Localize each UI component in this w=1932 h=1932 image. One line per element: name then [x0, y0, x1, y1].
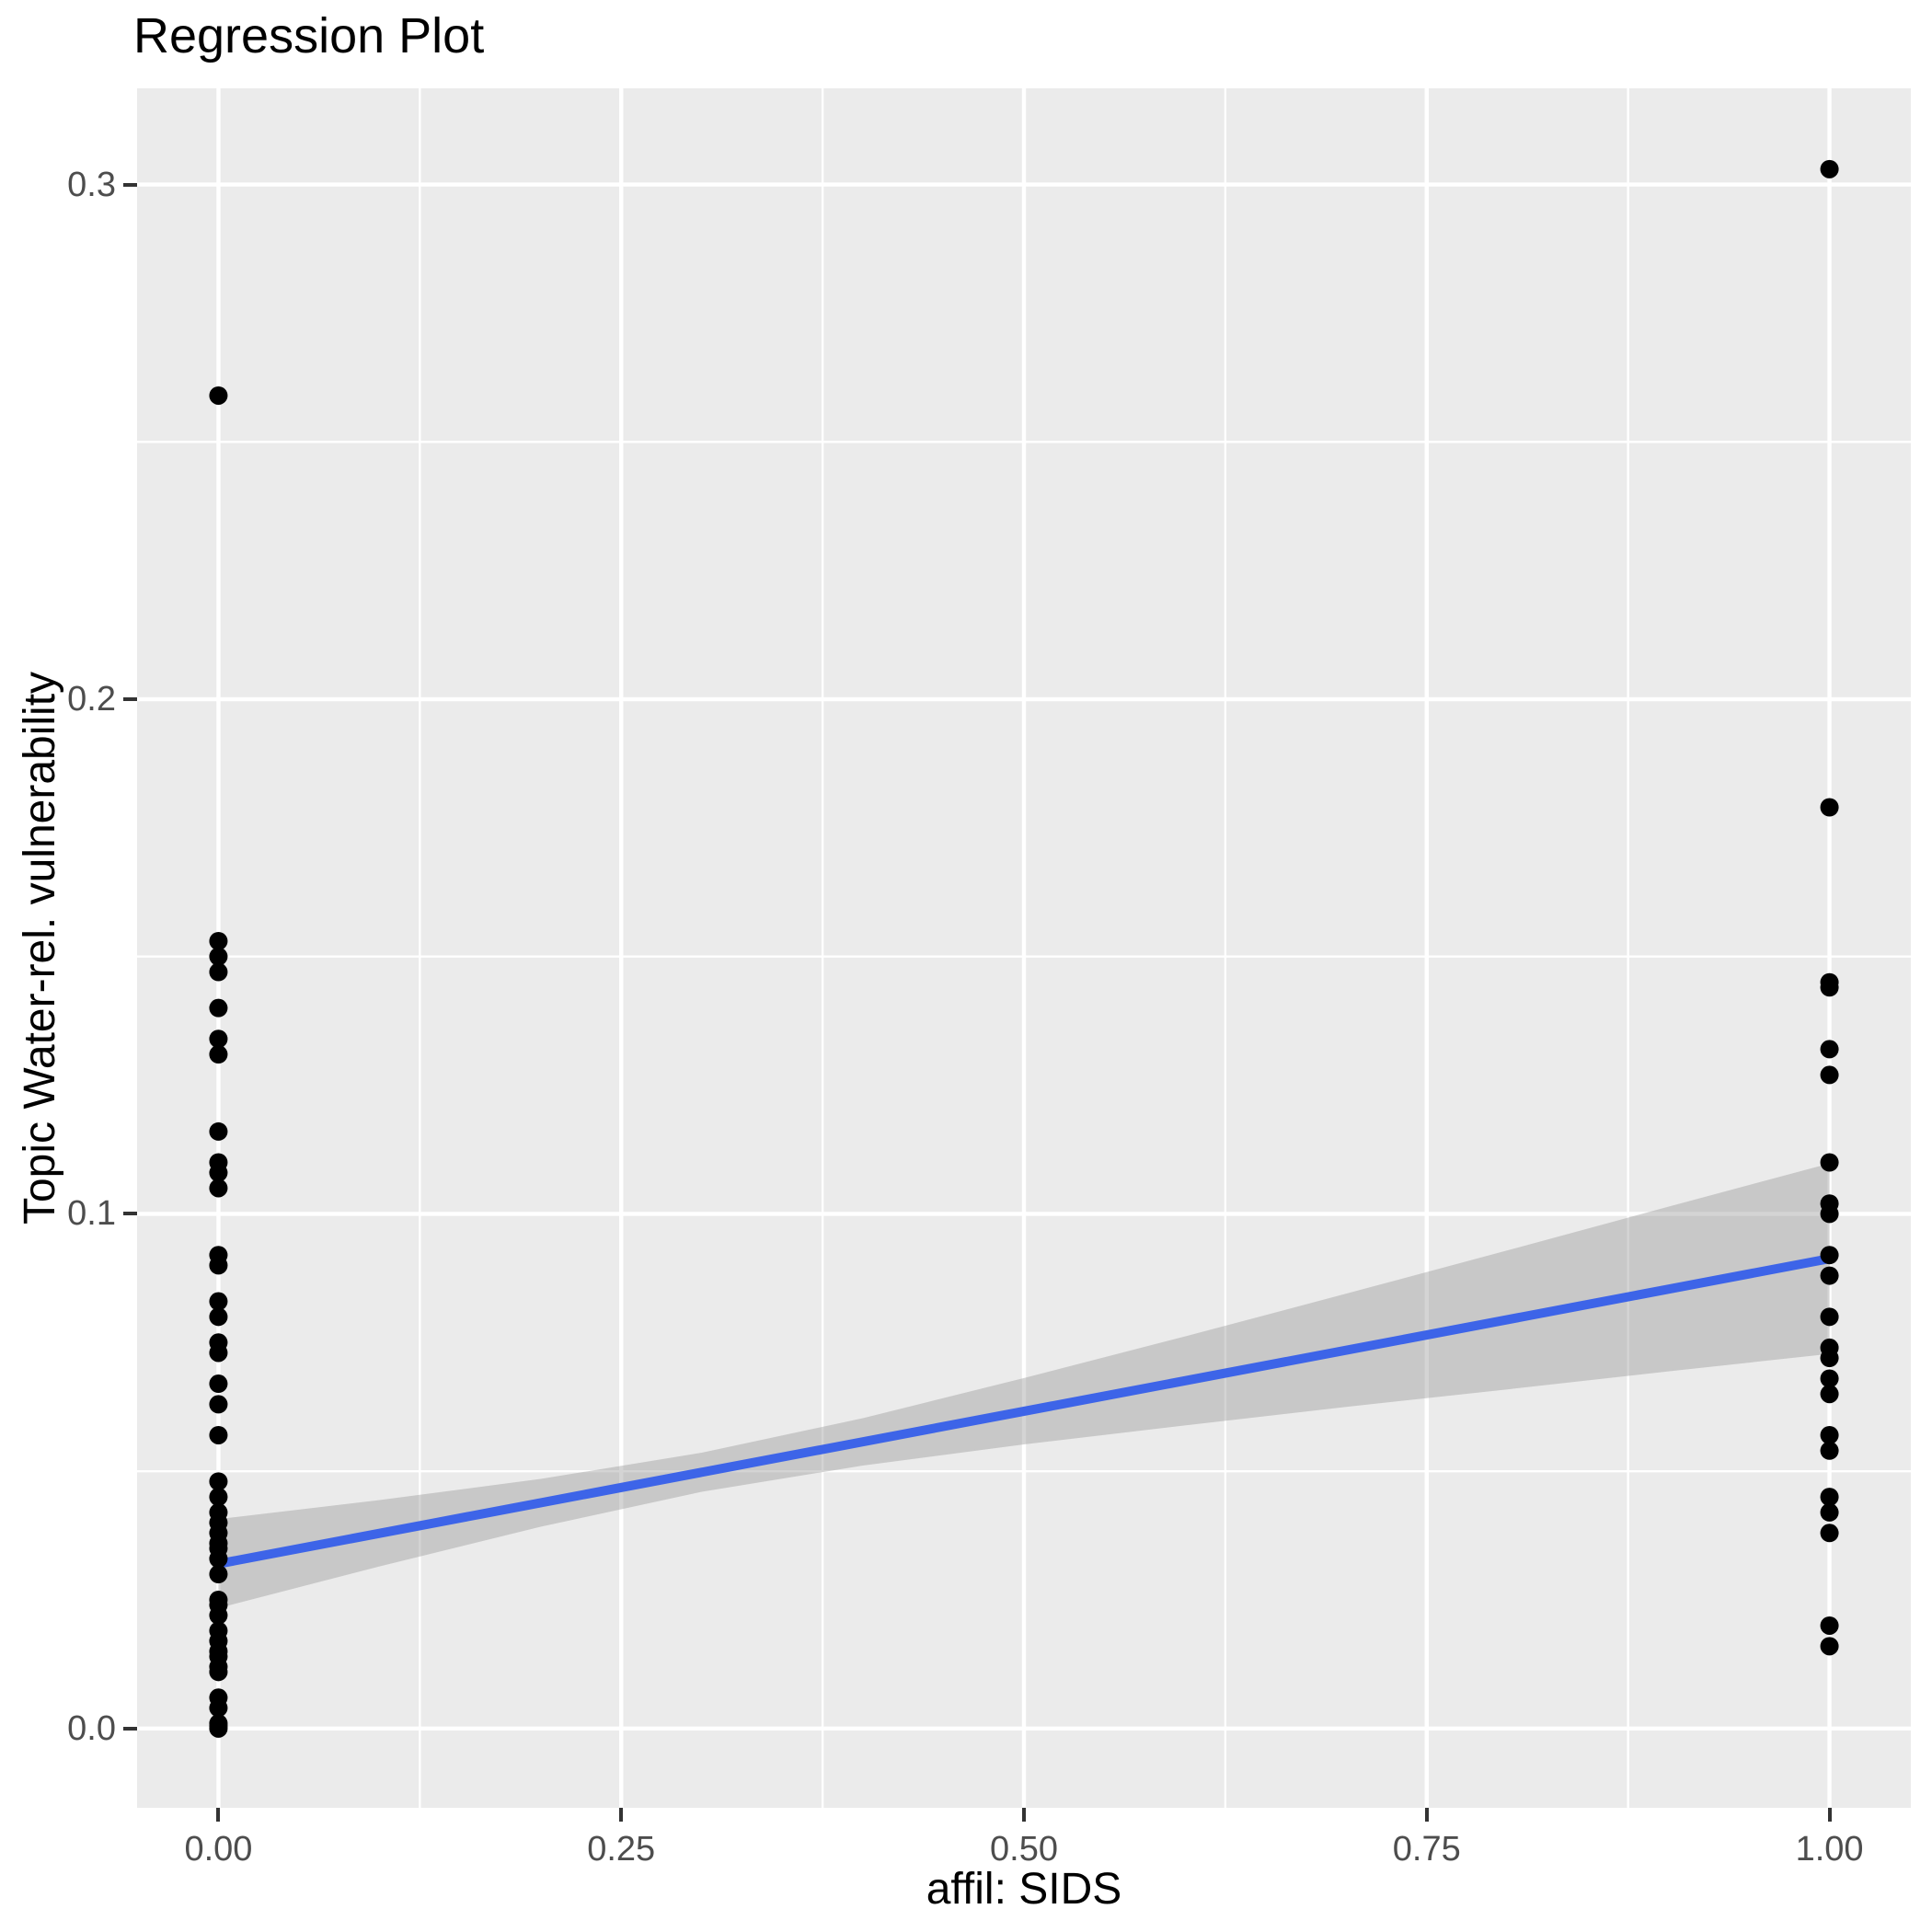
x-tick-label: 1.00 — [1795, 1830, 1864, 1869]
plot-title: Regression Plot — [133, 8, 485, 63]
y-tick-mark — [123, 1726, 137, 1731]
x-tick-label: 0.50 — [990, 1830, 1058, 1869]
data-point — [209, 385, 228, 405]
plot-panel — [137, 88, 1911, 1808]
x-tick-label: 0.25 — [587, 1830, 656, 1869]
data-point — [209, 1256, 228, 1275]
data-point — [1820, 1307, 1839, 1327]
data-point — [1820, 1246, 1839, 1265]
y-tick-mark — [123, 182, 137, 187]
x-tick-mark — [1022, 1808, 1026, 1822]
data-point — [1820, 1385, 1839, 1404]
data-point — [209, 1395, 228, 1414]
x-tick-mark — [1827, 1808, 1832, 1822]
x-tick-mark — [1424, 1808, 1429, 1822]
data-point — [209, 1605, 228, 1625]
data-point — [1820, 1153, 1839, 1172]
data-point — [1820, 1065, 1839, 1085]
data-point — [209, 1121, 228, 1141]
y-tick-mark — [123, 697, 137, 702]
data-point — [209, 1179, 228, 1198]
data-point — [209, 1425, 228, 1444]
data-point — [1820, 798, 1839, 817]
data-point — [209, 931, 228, 950]
data-point — [1820, 1637, 1839, 1656]
x-tick-mark — [216, 1808, 221, 1822]
data-point — [209, 1374, 228, 1394]
data-point — [1820, 1369, 1839, 1388]
data-point — [1820, 1441, 1839, 1460]
y-tick-label: 0.3 — [67, 165, 116, 204]
y-tick-label: 0.1 — [67, 1194, 116, 1234]
data-point — [1820, 1502, 1839, 1522]
data-point — [1820, 1040, 1839, 1059]
data-point — [1820, 1488, 1839, 1507]
data-point — [1820, 1266, 1839, 1285]
x-tick-label: 0.00 — [184, 1830, 253, 1869]
data-point — [1820, 1204, 1839, 1224]
data-point — [1820, 1349, 1839, 1368]
data-point — [209, 1698, 228, 1718]
data-point — [209, 1472, 228, 1491]
data-point — [209, 1292, 228, 1311]
data-point — [209, 1719, 228, 1738]
data-point — [1820, 159, 1839, 178]
x-tick-label: 0.75 — [1392, 1830, 1461, 1869]
data-point — [209, 947, 228, 966]
data-point — [209, 1045, 228, 1064]
data-point — [1820, 1616, 1839, 1635]
confidence-band — [218, 1163, 1830, 1608]
data-point — [209, 998, 228, 1018]
data-point — [209, 1343, 228, 1363]
data-point — [209, 1549, 228, 1569]
data-point — [209, 962, 228, 982]
data-point — [209, 1163, 228, 1182]
x-axis-title: affil: SIDS — [926, 1865, 1122, 1914]
y-tick-label: 0.2 — [67, 680, 116, 719]
data-point — [1820, 1425, 1839, 1444]
chart-canvas — [137, 88, 1911, 1808]
regression-line — [217, 1254, 1831, 1569]
data-point — [209, 1029, 228, 1049]
y-axis-title: Topic Water-rel. vulnerability — [16, 88, 65, 1808]
data-point — [209, 1488, 228, 1507]
y-axis-title-text: Topic Water-rel. vulnerability — [16, 671, 65, 1225]
y-tick-label: 0.0 — [67, 1708, 116, 1748]
data-point — [209, 1662, 228, 1682]
y-tick-mark — [123, 1212, 137, 1216]
data-point — [1820, 1524, 1839, 1543]
data-point — [209, 1565, 228, 1584]
x-tick-mark — [619, 1808, 624, 1822]
data-point — [209, 1307, 228, 1327]
data-point — [1820, 978, 1839, 997]
